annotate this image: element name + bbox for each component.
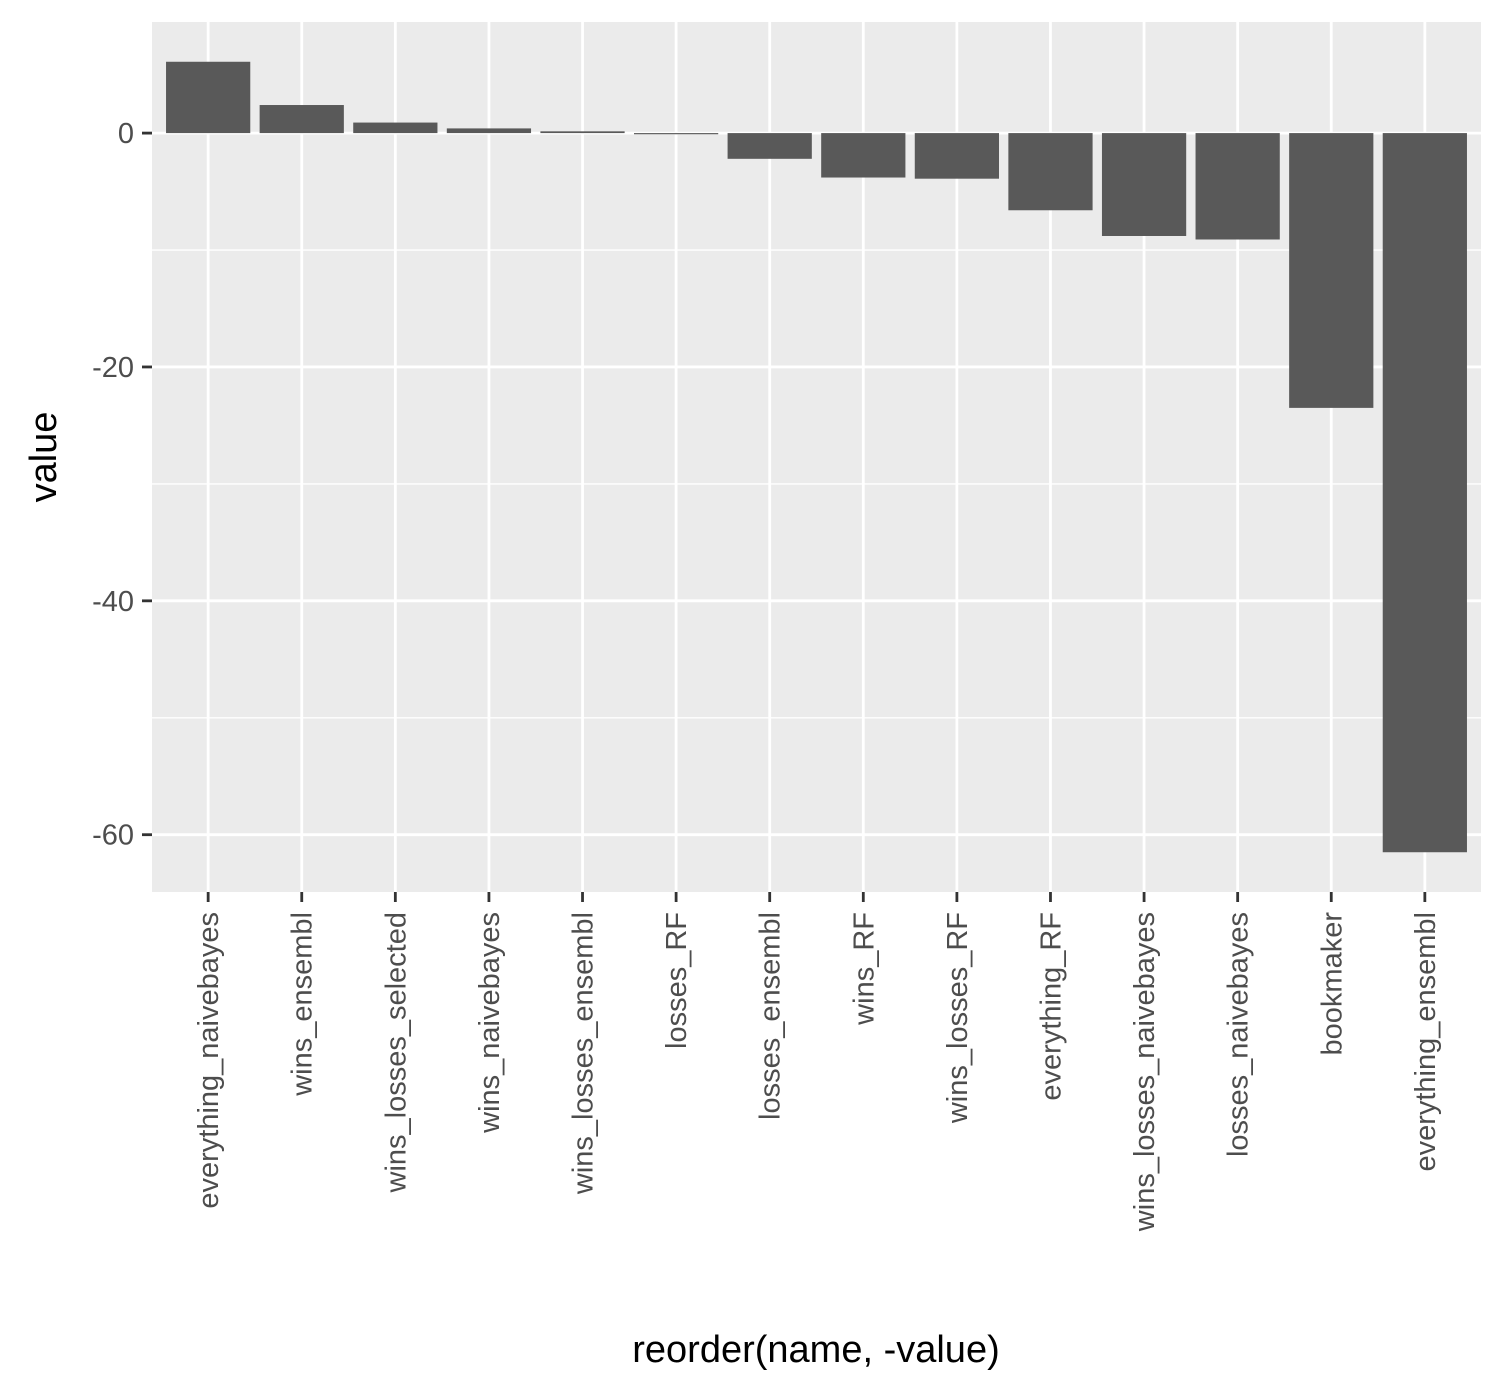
- bar: [633, 133, 719, 135]
- major-gridlines: [152, 22, 1481, 892]
- bars: [166, 61, 1467, 853]
- bar: [914, 133, 1000, 179]
- bar: [259, 105, 344, 134]
- x-tick-label: wins_losses_naivebayes: [1129, 912, 1161, 1232]
- x-tick-label: wins_RF: [848, 912, 880, 1026]
- bar: [540, 131, 625, 134]
- x-tick-label: wins_losses_ensembl: [568, 912, 600, 1195]
- y-axis-title: value: [23, 412, 65, 503]
- x-tick-label: losses_naivebayes: [1223, 912, 1255, 1157]
- y-tick-label: 0: [118, 118, 134, 150]
- bar: [821, 133, 906, 178]
- x-tick-label: everything_naivebayes: [193, 912, 225, 1209]
- x-tick-label: everything_ensembl: [1410, 912, 1442, 1172]
- bar: [446, 128, 532, 134]
- x-tick-label: wins_losses_RF: [942, 912, 974, 1124]
- y-axis: 0 -20 -40 -60: [92, 118, 152, 852]
- y-tick-label: -40: [92, 586, 134, 618]
- bar: [1101, 133, 1187, 236]
- x-axis-title: reorder(name, -value): [632, 1329, 999, 1371]
- x-axis: everything_naivebayes wins_ensembl wins_lo…: [193, 892, 1442, 1232]
- bar: [353, 122, 438, 134]
- x-tick-label: losses_RF: [661, 912, 693, 1049]
- x-tick-label: bookmaker: [1316, 912, 1348, 1056]
- x-tick-label: wins_naivebayes: [474, 912, 506, 1134]
- plot-panel: [152, 22, 1481, 892]
- bar: [727, 133, 812, 159]
- minor-gridlines: [152, 249, 1481, 719]
- x-tick-label: wins_ensembl: [287, 912, 319, 1097]
- x-tick-label: everything_RF: [1035, 912, 1067, 1101]
- x-tick-label: losses_ensembl: [755, 912, 787, 1120]
- bar: [1195, 133, 1280, 240]
- bar: [1289, 133, 1374, 408]
- x-tick-label: wins_losses_selected: [380, 912, 412, 1193]
- bar: [166, 61, 251, 134]
- bar: [1382, 133, 1467, 853]
- y-tick-label: -60: [92, 820, 134, 852]
- y-tick-label: -20: [92, 352, 134, 384]
- bar: [1008, 133, 1093, 211]
